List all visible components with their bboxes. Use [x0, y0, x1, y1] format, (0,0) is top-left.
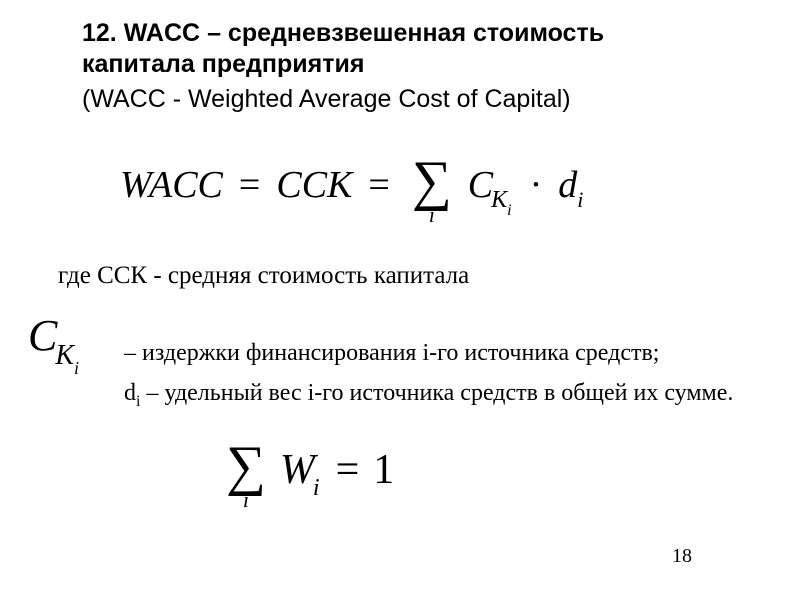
equals-sign: =	[362, 163, 395, 207]
term-d: d	[558, 164, 577, 206]
weights-formula: ∑ i Wi = 1	[220, 435, 394, 504]
di-description: di – удельный вес i-го источника средств…	[124, 380, 733, 411]
term-d-sub: i	[577, 187, 583, 212]
summation-icon: ∑ i	[226, 441, 266, 510]
page-number: 18	[672, 545, 692, 568]
term-c-k-i: CKi	[468, 163, 514, 207]
wacc-formula: WACC = CCK = ∑ i CKi · di	[120, 150, 583, 219]
term-d-i: di	[558, 163, 583, 207]
term-one: 1	[373, 446, 394, 494]
sum-index: i	[243, 491, 249, 510]
di-rest: – удельный вес i-го источника средств в …	[140, 380, 733, 406]
big-c: C	[28, 311, 57, 360]
sigma-symbol: ∑	[412, 156, 452, 206]
summation-icon: ∑ i	[412, 156, 452, 225]
multiply-dot: ·	[524, 163, 549, 207]
c-k-i-large: CKi	[28, 310, 81, 361]
term-w-i: Wi	[280, 446, 322, 494]
where-description: где ССК - средняя стоимость капитала	[58, 262, 469, 290]
term-c: C	[468, 164, 493, 206]
term-i-sub: i	[507, 202, 511, 219]
formula-lhs-wacc: WACC	[120, 163, 223, 207]
term-k-sub: K	[491, 187, 507, 213]
big-k-sub: K	[55, 340, 74, 371]
ck-description: – издержки финансирования i-го источника…	[124, 340, 659, 367]
formula-lhs-cck: CCK	[276, 163, 352, 207]
big-i-sub: i	[74, 358, 79, 378]
slide-heading: 12. WACC – средневзвешенная стоимость ка…	[82, 18, 722, 81]
sigma-symbol: ∑	[226, 441, 266, 491]
term-w: W	[280, 447, 315, 493]
sum-index: i	[429, 206, 435, 225]
equals-sign: =	[233, 163, 266, 207]
heading-number: 12.	[82, 19, 117, 47]
di-d: d	[124, 380, 136, 406]
term-w-sub: i	[313, 475, 320, 501]
heading-term: WACC	[124, 19, 200, 47]
equals-sign: =	[330, 446, 366, 494]
slide-subheading: (WACC - Weighted Average Cost of Capital…	[82, 85, 571, 114]
